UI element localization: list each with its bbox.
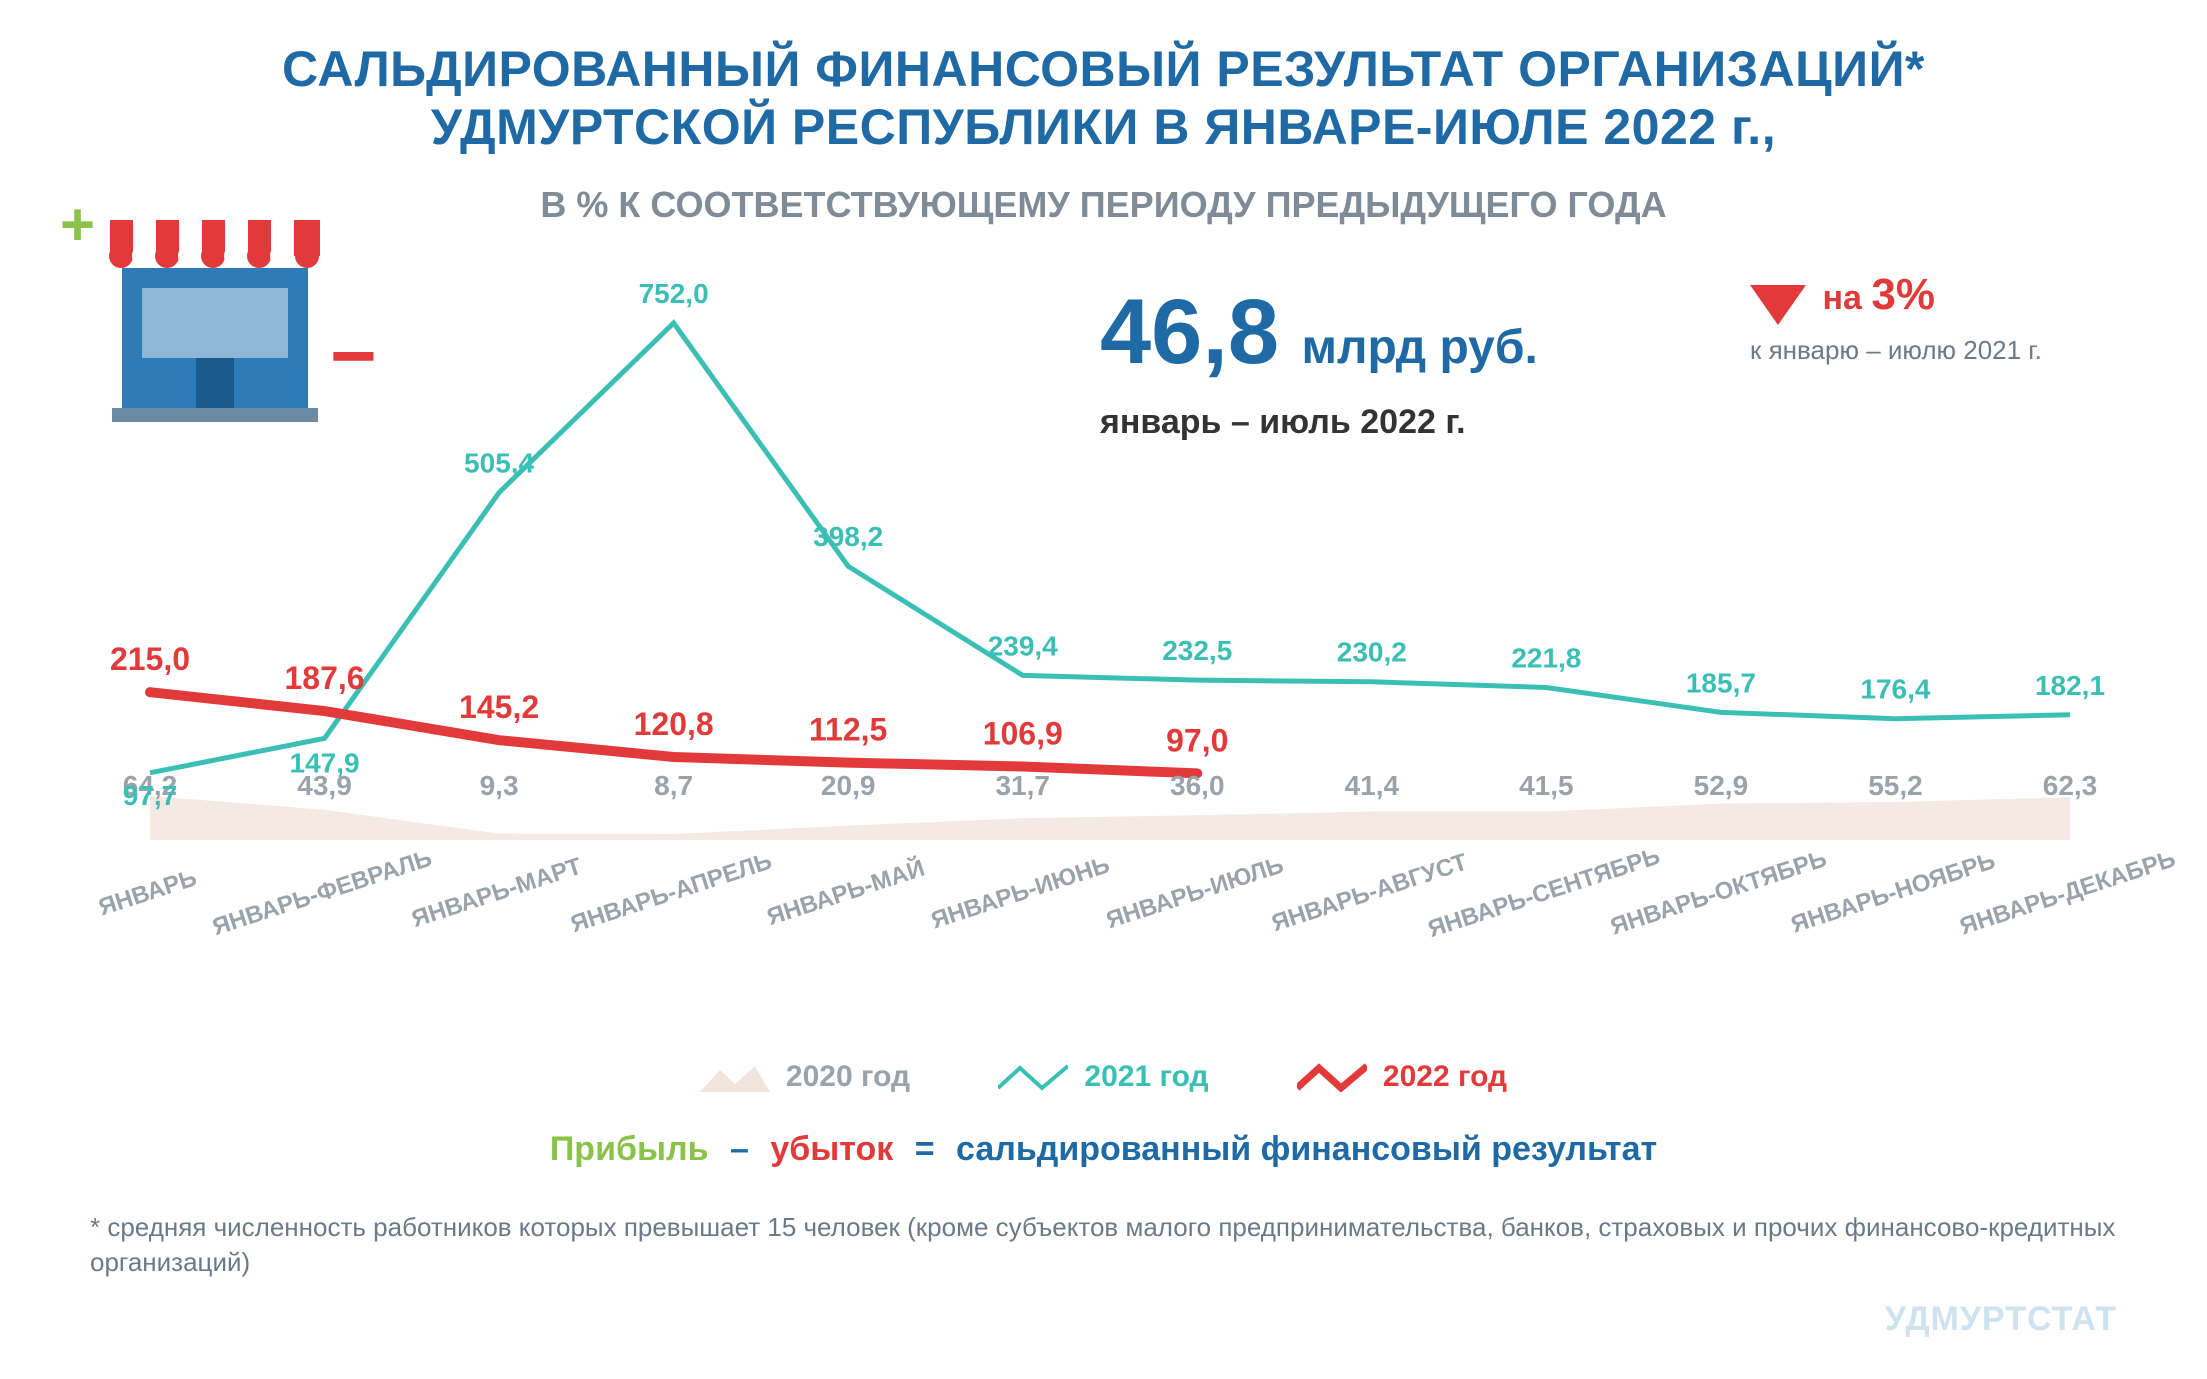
- x-category: ЯНВАРЬ-ФЕВРАЛЬ: [209, 845, 435, 941]
- footnote: * средняя численность работников которых…: [90, 1210, 2117, 1280]
- equation: Прибыль – убыток = сальдированный финанс…: [0, 1130, 2207, 1169]
- legend-item-2021: 2021 год: [998, 1060, 1208, 1094]
- label-2020: 62,3: [2043, 770, 2098, 801]
- title-block: САЛЬДИРОВАННЫЙ ФИНАНСОВЫЙ РЕЗУЛЬТАТ ОРГА…: [0, 0, 2207, 226]
- watermark: УДМУРТСТАТ: [1885, 1300, 2117, 1339]
- label-2020: 41,4: [1345, 770, 1400, 801]
- subtitle: В % К СООТВЕТСТВУЮЩЕМУ ПЕРИОДУ ПРЕДЫДУЩЕ…: [0, 184, 2207, 226]
- title-line-2: УДМУРТСКОЙ РЕСПУБЛИКИ В ЯНВАРЕ-ИЮЛЕ 2022…: [0, 98, 2207, 156]
- plus-icon: +: [60, 190, 95, 259]
- label-2020: 36,0: [1170, 770, 1225, 801]
- label-2021: 185,7: [1686, 667, 1756, 698]
- eq-loss: убыток: [770, 1130, 893, 1168]
- legend-label-2022: 2022 год: [1383, 1060, 1507, 1094]
- label-2022: 97,0: [1166, 722, 1228, 758]
- label-2020: 8,7: [654, 770, 693, 801]
- legend-swatch-2022-icon: [1297, 1062, 1367, 1092]
- label-2021: 398,2: [813, 521, 883, 552]
- shop-awning-icon: [109, 220, 320, 268]
- label-2021: 221,8: [1511, 643, 1581, 674]
- eq-dash: –: [730, 1130, 749, 1168]
- label-2022: 106,9: [983, 716, 1063, 752]
- x-category: ЯНВАРЬ-МАРТ: [408, 853, 585, 933]
- line-chart: 64,243,99,38,720,931,736,041,441,552,955…: [90, 290, 2110, 1010]
- title-line-1: САЛЬДИРОВАННЫЙ ФИНАНСОВЫЙ РЕЗУЛЬТАТ ОРГА…: [0, 40, 2207, 98]
- label-2020: 9,3: [480, 770, 519, 801]
- label-2020: 20,9: [821, 770, 876, 801]
- label-2021: 147,9: [290, 747, 360, 778]
- line-2021: [150, 323, 2070, 773]
- label-2020: 52,9: [1694, 770, 1749, 801]
- label-2021: 176,4: [1860, 674, 1930, 705]
- legend-swatch-2020-icon: [700, 1062, 770, 1092]
- chart-legend: 2020 год 2021 год 2022 год: [0, 1060, 2207, 1100]
- label-2022: 187,6: [285, 660, 365, 696]
- label-2021: 505,4: [464, 448, 534, 479]
- eq-result: сальдированный финансовый результат: [956, 1130, 1657, 1168]
- label-2022: 112,5: [809, 712, 887, 748]
- label-2021: 232,5: [1162, 635, 1232, 666]
- legend-item-2020: 2020 год: [700, 1060, 910, 1094]
- legend-swatch-2021-icon: [998, 1062, 1068, 1092]
- eq-profit: Прибыль: [550, 1130, 709, 1168]
- x-category: ЯНВАРЬ-МАЙ: [763, 854, 928, 931]
- chart-svg: 64,243,99,38,720,931,736,041,441,552,955…: [90, 290, 2110, 1010]
- label-2021: 230,2: [1337, 637, 1407, 668]
- label-2021: 239,4: [988, 630, 1058, 661]
- label-2020: 41,5: [1519, 770, 1574, 801]
- legend-item-2022: 2022 год: [1297, 1060, 1507, 1094]
- legend-label-2020: 2020 год: [786, 1060, 910, 1094]
- label-2022: 215,0: [110, 641, 190, 677]
- x-category: ЯНВАРЬ-АПРЕЛЬ: [567, 848, 775, 938]
- x-category: ЯНВАРЬ-ИЮНЬ: [928, 851, 1113, 934]
- eq-eq: =: [915, 1130, 935, 1168]
- legend-label-2021: 2021 год: [1084, 1060, 1208, 1094]
- label-2020: 31,7: [995, 770, 1050, 801]
- label-2021: 97,7: [123, 780, 178, 811]
- x-category: ЯНВАРЬ: [95, 864, 200, 921]
- label-2022: 145,2: [459, 689, 539, 725]
- label-2021: 182,1: [2035, 670, 2105, 701]
- label-2021: 752,0: [639, 278, 709, 309]
- x-category: ЯНВАРЬ-ИЮЛЬ: [1103, 852, 1287, 935]
- area-2020: [150, 796, 2070, 840]
- label-2022: 120,8: [634, 706, 714, 742]
- label-2020: 55,2: [1868, 770, 1923, 801]
